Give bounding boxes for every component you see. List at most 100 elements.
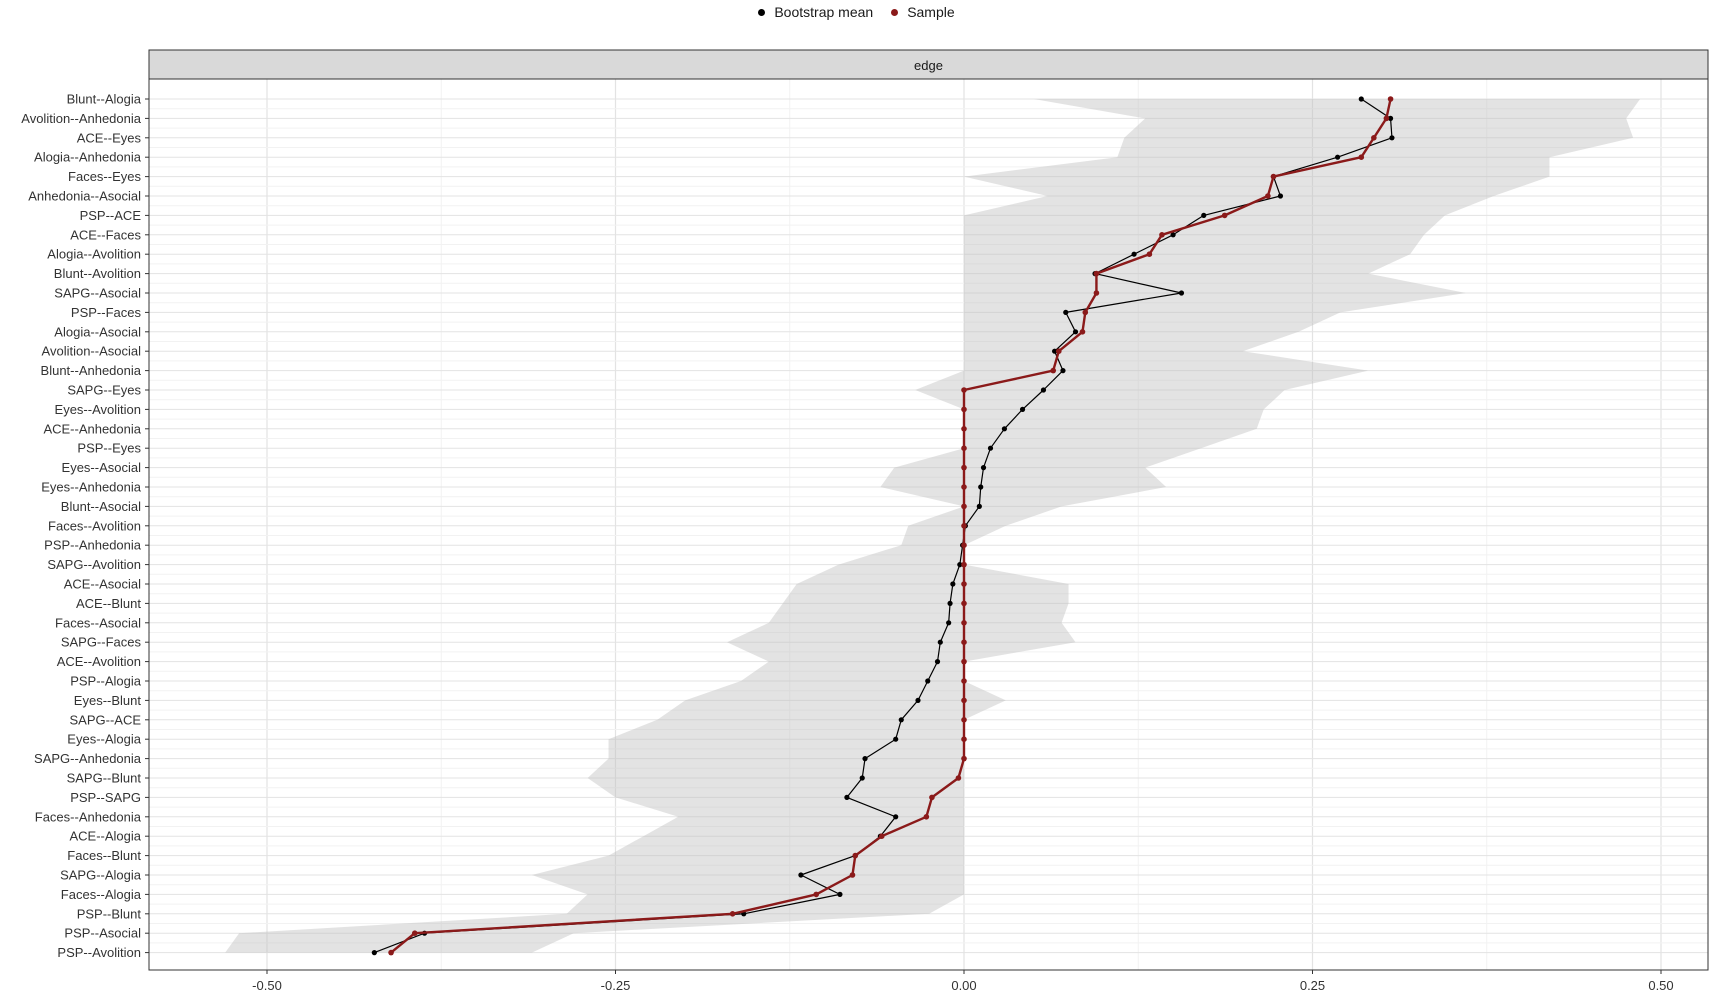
legend-item-sample: Sample: [891, 4, 955, 20]
y-tick-label: SAPG--Blunt: [67, 771, 142, 786]
x-tick-label: -0.50: [252, 978, 282, 993]
y-tick-label: ACE--Asocial: [64, 577, 141, 592]
data-point-sample: [813, 891, 820, 898]
data-point-sample: [961, 658, 967, 665]
data-point-bootstrap-mean: [893, 814, 899, 820]
legend-item-bootstrap-mean: Bootstrap mean: [758, 4, 873, 20]
y-tick-label: Faces--Asocial: [55, 615, 141, 630]
x-tick-label: 0.50: [1648, 978, 1673, 993]
data-point-sample: [1159, 232, 1165, 238]
data-point-sample: [929, 794, 935, 801]
data-point-bootstrap-mean: [915, 697, 921, 704]
data-point-bootstrap-mean: [371, 950, 377, 956]
data-point-sample: [961, 542, 967, 548]
data-point-sample: [1358, 154, 1365, 160]
y-tick-label: Faces--Anhedonia: [35, 809, 142, 824]
y-tick-label: PSP--ACE: [80, 208, 142, 223]
data-point-sample: [1221, 212, 1228, 219]
data-point-sample: [1383, 115, 1390, 122]
y-tick-label: PSP--Blunt: [77, 906, 142, 921]
y-tick-label: Blunt--Alogia: [67, 92, 142, 107]
data-point-sample: [961, 717, 967, 723]
data-point-bootstrap-mean: [946, 620, 952, 626]
data-point-bootstrap-mean: [937, 639, 943, 645]
data-point-bootstrap-mean: [980, 465, 987, 471]
y-tick-label: PSP--Faces: [71, 305, 142, 320]
legend: Bootstrap mean Sample: [0, 4, 1713, 20]
data-point-sample: [961, 620, 967, 626]
y-tick-label: PSP--Asocial: [64, 926, 141, 941]
data-point-sample: [961, 523, 967, 529]
legend-marker-sample: [891, 8, 899, 16]
legend-marker-bootstrap-mean: [758, 8, 766, 16]
data-point-bootstrap-mean: [976, 503, 982, 509]
y-tick-label: Eyes--Blunt: [74, 693, 142, 708]
y-axis: Blunt--Alogia Avolition--Anhedonia ACE--Ey…: [21, 92, 149, 960]
y-tick-label: Avolition--Anhedonia: [21, 111, 141, 126]
data-point-sample: [729, 911, 736, 917]
data-point-bootstrap-mean: [1060, 368, 1066, 374]
y-tick-label: SAPG--ACE: [69, 712, 141, 727]
data-point-sample: [1093, 270, 1100, 277]
y-tick-label: ACE--Faces: [70, 227, 141, 242]
data-point-bootstrap-mean: [798, 872, 804, 878]
x-tick-label: -0.25: [601, 978, 631, 993]
data-point-bootstrap-mean: [1358, 96, 1364, 102]
plot-panel: [149, 79, 1708, 970]
y-tick-label: SAPG--Eyes: [67, 383, 141, 398]
y-tick-label: Faces--Blunt: [67, 848, 141, 863]
data-point-sample: [852, 852, 859, 859]
data-point-bootstrap-mean: [934, 659, 941, 665]
data-point-sample: [961, 387, 967, 393]
data-point-bootstrap-mean: [1131, 251, 1137, 257]
data-point-bootstrap-mean: [957, 562, 963, 568]
data-point-sample: [1079, 329, 1086, 335]
data-point-bootstrap-mean: [1063, 309, 1069, 315]
y-tick-label: ACE--Alogia: [69, 829, 141, 844]
data-point-bootstrap-mean: [925, 678, 931, 684]
panel-border: [148, 78, 1709, 971]
y-tick-label: SAPG--Faces: [61, 635, 142, 650]
data-point-sample: [961, 581, 967, 587]
facet-strip: [148, 49, 1709, 80]
y-tick-label: Faces--Eyes: [68, 169, 141, 184]
data-point-sample: [849, 872, 856, 878]
facet-label: edge: [914, 58, 943, 73]
data-point-bootstrap-mean: [859, 775, 865, 781]
data-point-sample: [1371, 135, 1377, 141]
data-point-sample: [1050, 367, 1057, 374]
y-tick-label: PSP--Eyes: [77, 441, 141, 456]
y-tick-label: ACE--Anhedonia: [43, 421, 141, 436]
data-point-sample: [961, 678, 967, 684]
y-tick-label: SAPG--Anhedonia: [34, 751, 142, 766]
data-point-bootstrap-mean: [1178, 290, 1185, 296]
data-point-bootstrap-mean: [1019, 406, 1026, 412]
data-point-bootstrap-mean: [862, 756, 868, 762]
y-tick-label: Eyes--Avolition: [55, 402, 141, 417]
data-point-bootstrap-mean: [844, 794, 850, 801]
y-tick-label: Blunt--Asocial: [61, 499, 141, 514]
data-point-sample: [961, 600, 967, 607]
grid: [149, 79, 1708, 970]
data-point-bootstrap-mean: [1170, 232, 1176, 238]
data-point-bootstrap-mean: [987, 445, 994, 451]
y-tick-label: ACE--Blunt: [76, 596, 141, 611]
data-point-bootstrap-mean: [1334, 154, 1341, 160]
y-tick-label: PSP--Alogia: [70, 674, 142, 689]
data-point-sample: [961, 503, 967, 510]
data-point-sample: [961, 736, 967, 742]
data-point-bootstrap-mean: [1387, 115, 1394, 121]
data-point-sample: [961, 445, 967, 452]
y-tick-label: Faces--Alogia: [61, 887, 142, 902]
y-tick-label: ACE--Avolition: [57, 654, 141, 669]
data-point-bootstrap-mean: [893, 736, 899, 742]
y-tick-label: Blunt--Anhedonia: [41, 363, 142, 378]
data-point-sample: [388, 949, 394, 956]
series-sample: [388, 96, 1394, 956]
x-tick-label: 0.00: [951, 978, 976, 993]
x-tick-label: 0.25: [1300, 978, 1325, 993]
data-point-sample: [1082, 309, 1089, 316]
data-point-sample: [1093, 290, 1100, 296]
data-point-bootstrap-mean: [1201, 212, 1207, 218]
